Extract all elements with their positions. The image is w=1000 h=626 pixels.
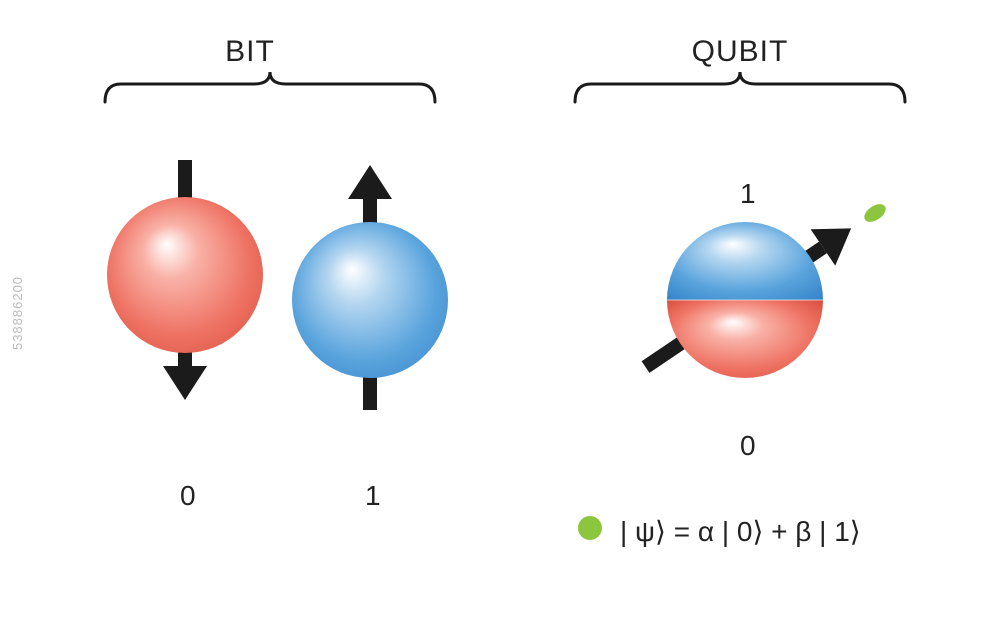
- bit0-sphere: [103, 193, 267, 357]
- bit0-value-label: 0: [180, 480, 196, 512]
- watermark: 538886200: [10, 276, 25, 350]
- qubit-marker-dot-icon: [860, 198, 890, 228]
- equation-dot-icon: [576, 514, 604, 542]
- bit1-sphere: [288, 218, 452, 382]
- bit-title: BIT: [0, 35, 500, 69]
- qubit-brace: [575, 72, 905, 112]
- bit-brace: [105, 72, 435, 112]
- bit1-value-label: 1: [365, 480, 381, 512]
- qubit-label-top: 1: [740, 178, 756, 210]
- qubit-sphere: [663, 218, 827, 382]
- qubit-title: QUBIT: [540, 35, 940, 69]
- qubit-label-bottom: 0: [740, 430, 756, 462]
- equation-text: | ψ⟩ = α | 0⟩ + β | 1⟩: [620, 515, 861, 548]
